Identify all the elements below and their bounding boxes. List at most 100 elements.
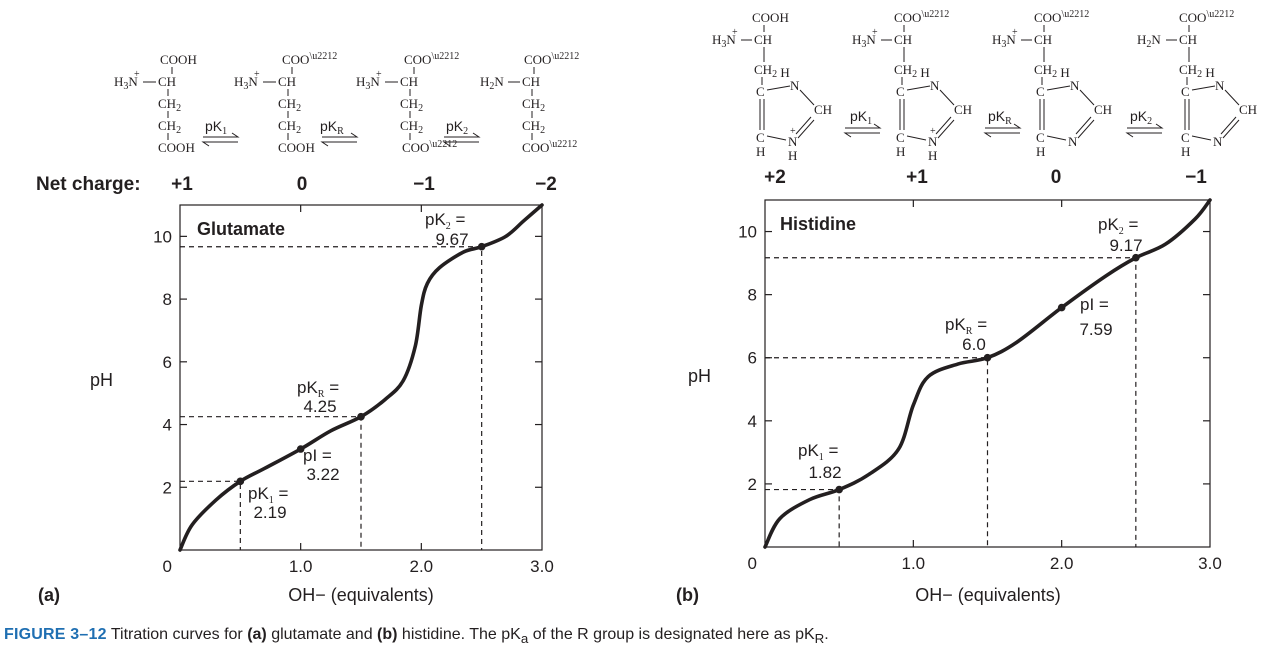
histidine-plot-frame xyxy=(764,199,1211,548)
svg-text:COOH: COOH xyxy=(752,10,789,25)
histidine-y-label: pH xyxy=(688,366,711,386)
svg-text:CH2: CH2 xyxy=(522,96,545,114)
svg-text:+: + xyxy=(930,126,936,137)
glutamate-charge-3: −1 xyxy=(413,174,435,195)
svg-text:CH: CH xyxy=(894,32,912,47)
panel-b-label: (b) xyxy=(676,585,699,605)
histidine-charge-4: −1 xyxy=(1185,167,1207,188)
svg-text:C: C xyxy=(896,130,905,145)
x-tick-label: 2.0 xyxy=(1050,554,1074,573)
histidine-title: Histidine xyxy=(780,214,856,234)
svg-text:+: + xyxy=(732,27,738,38)
svg-text:C: C xyxy=(1181,130,1190,145)
svg-text:+: + xyxy=(254,69,260,80)
svg-text:+: + xyxy=(790,126,796,137)
caption-text-1: Titration curves for xyxy=(106,626,248,643)
guide-pK1 xyxy=(180,480,241,550)
glutamate-charge-4: −2 xyxy=(535,174,557,195)
glutamate-pk2-label: pK2 = xyxy=(425,210,466,232)
glutamate-equilibrium-3: pK2 xyxy=(442,118,481,147)
histidine-plot: 0 2 4 6 8 10 1.0 2.0 3.0 Histidine pH OH− (equiv… xyxy=(676,198,1222,605)
svg-text:COO\u2212: COO\u2212 xyxy=(282,51,337,67)
guide-pK1 xyxy=(765,488,840,547)
histidine-pkr-label: pKR = xyxy=(945,315,987,337)
y-tick-label: 0 xyxy=(163,557,172,576)
svg-text:H3N: H3N xyxy=(356,74,380,92)
svg-text:CH: CH xyxy=(1094,102,1112,117)
y-tick-label: 6 xyxy=(163,353,172,372)
x-tick-label: 3.0 xyxy=(1198,554,1222,573)
svg-text:pK2: pK2 xyxy=(446,118,468,137)
glutamate-y-label: pH xyxy=(90,370,113,390)
svg-text:N: N xyxy=(1068,134,1078,149)
svg-text:CH2: CH2 xyxy=(400,96,423,114)
svg-text:CH2: CH2 xyxy=(278,118,301,136)
glutamate-species-4: COO\u2212 H2N CH CH2 CH2 COO\u2212 xyxy=(480,51,579,155)
glutamate-pkr-value: 4.25 xyxy=(303,397,336,416)
figure-caption: FIGURE 3–12 Titration curves for (a) glu… xyxy=(4,626,829,646)
svg-text:H: H xyxy=(1036,144,1045,159)
svg-text:CH: CH xyxy=(754,32,772,47)
svg-text:CH: CH xyxy=(522,74,540,89)
histidine-equilibrium-2: pKR xyxy=(983,108,1022,138)
svg-text:CH2 H: CH2 H xyxy=(754,62,790,80)
svg-text:+: + xyxy=(376,69,382,80)
svg-text:H3N: H3N xyxy=(992,32,1016,50)
figure-canvas: COOH H3N + CH CH2 CH2 COOH COO\u2212 H3N… xyxy=(36,9,1257,605)
histidine-structures: COOH H3N + CH CH2 H C N CH C H N + H xyxy=(712,9,1257,188)
caption-sub-a: a xyxy=(520,631,529,647)
svg-text:C: C xyxy=(756,84,765,99)
glutamate-species-1: COOH H3N + CH CH2 CH2 COOH xyxy=(114,52,197,155)
histidine-species-2: COO\u2212 H3N + CH CH2 H C N CH C H N + … xyxy=(852,9,972,163)
point-pK2 xyxy=(1132,253,1140,262)
histidine-pi-value: 7.59 xyxy=(1079,320,1112,339)
svg-text:CH2 H: CH2 H xyxy=(1179,62,1215,80)
svg-text:CH2: CH2 xyxy=(158,96,181,114)
histidine-pk2-value: 9.17 xyxy=(1109,236,1142,255)
svg-text:CH2 H: CH2 H xyxy=(894,62,930,80)
point-pI xyxy=(1057,303,1066,312)
svg-text:N: N xyxy=(930,78,940,93)
y-tick-label: 0 xyxy=(748,554,757,573)
y-tick-label: 2 xyxy=(748,475,757,494)
svg-text:CH: CH xyxy=(278,74,296,89)
histidine-charge-1: +2 xyxy=(764,167,786,188)
y-tick-label: 4 xyxy=(163,416,172,435)
svg-text:CH2: CH2 xyxy=(158,118,181,136)
svg-text:CH: CH xyxy=(158,74,176,89)
glutamate-pk1-label: pK1 = xyxy=(248,484,289,506)
glutamate-plot: 0 2 4 6 8 10 1.0 2.0 3.0 Glutamate pH OH− (equiv… xyxy=(38,203,554,605)
caption-bold-a: (a) xyxy=(247,626,267,643)
svg-text:C: C xyxy=(1036,84,1045,99)
x-tick-label: 3.0 xyxy=(530,557,554,576)
y-tick-label: 10 xyxy=(153,227,172,246)
svg-text:+: + xyxy=(1012,27,1018,38)
caption-text-5: . xyxy=(824,626,829,643)
svg-text:CH: CH xyxy=(954,102,972,117)
svg-text:C: C xyxy=(896,84,905,99)
svg-text:H3N: H3N xyxy=(234,74,258,92)
caption-bold-b: (b) xyxy=(377,626,398,643)
svg-text:COO\u2212: COO\u2212 xyxy=(1179,9,1234,25)
histidine-species-1: COOH H3N + CH CH2 H C N CH C H N + H xyxy=(712,10,832,163)
y-tick-label: 8 xyxy=(748,286,757,305)
svg-text:H: H xyxy=(788,148,797,163)
glutamate-structures: COOH H3N + CH CH2 CH2 COOH COO\u2212 H3N… xyxy=(36,51,579,195)
svg-text:H3N: H3N xyxy=(712,32,736,50)
svg-text:N: N xyxy=(788,134,798,149)
histidine-charge-2: +1 xyxy=(906,167,928,188)
x-tick-label: 1.0 xyxy=(902,554,926,573)
svg-text:H3N: H3N xyxy=(114,74,138,92)
glutamate-pi-value: 3.22 xyxy=(306,465,339,484)
svg-text:H2N: H2N xyxy=(480,74,504,92)
svg-text:C: C xyxy=(1181,84,1190,99)
svg-text:+: + xyxy=(872,27,878,38)
point-pKR xyxy=(983,353,992,362)
svg-text:+: + xyxy=(134,69,140,80)
svg-text:COOH: COOH xyxy=(160,52,197,67)
net-charge-label: Net charge: xyxy=(36,174,141,195)
glutamate-equilibrium-1: pK1 xyxy=(201,118,240,147)
svg-text:H: H xyxy=(928,148,937,163)
caption-text-3: histidine. The pK xyxy=(397,626,521,643)
svg-text:pK1: pK1 xyxy=(850,108,872,127)
